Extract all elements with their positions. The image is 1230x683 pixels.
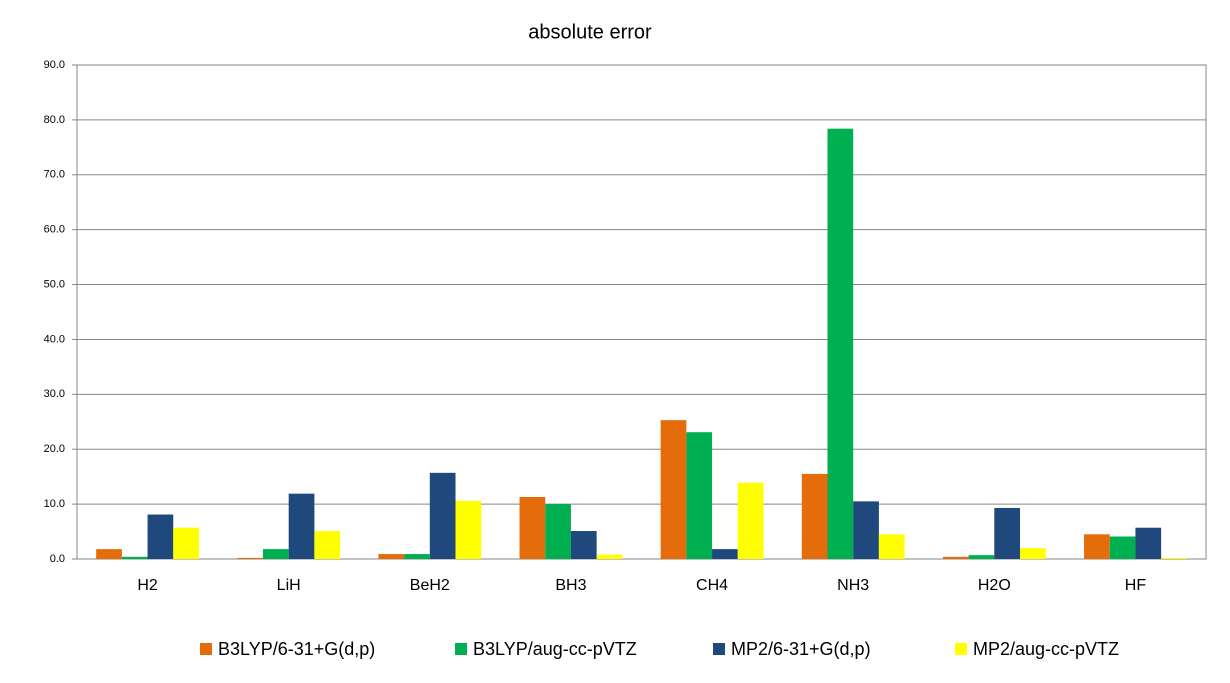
- bar: [121, 556, 148, 559]
- legend-swatch: [455, 643, 467, 655]
- bar: [737, 482, 764, 559]
- bar: [237, 557, 263, 559]
- y-tick-label: 50.0: [44, 278, 65, 290]
- bar: [173, 527, 199, 559]
- y-tick-label: 30.0: [44, 388, 65, 400]
- legend-label: B3LYP/aug-cc-pVTZ: [473, 639, 637, 659]
- y-tick-label: 0.0: [50, 553, 65, 565]
- bar: [378, 554, 405, 559]
- bar: [1109, 536, 1136, 559]
- legend-swatch: [200, 643, 212, 655]
- bar: [878, 534, 905, 559]
- x-tick-label: BH3: [555, 577, 586, 594]
- plot-area: [76, 64, 1207, 560]
- bar: [262, 549, 289, 559]
- y-tick-label: 90.0: [44, 59, 65, 71]
- bar: [1135, 527, 1162, 559]
- x-tick-label: H2: [137, 577, 158, 594]
- bar: [827, 128, 854, 559]
- legend-swatch: [955, 643, 967, 655]
- bar: [1161, 557, 1187, 559]
- bar: [545, 504, 571, 559]
- bar: [1084, 534, 1110, 559]
- bar: [660, 420, 687, 559]
- x-tick-label: LiH: [277, 577, 301, 594]
- chart-title: absolute error: [528, 21, 652, 43]
- bar: [404, 554, 430, 559]
- y-tick-label: 80.0: [44, 114, 65, 126]
- x-tick-label: NH3: [837, 577, 869, 594]
- legend-swatch: [713, 643, 725, 655]
- y-tick-label: 40.0: [44, 333, 65, 345]
- bar: [96, 549, 122, 559]
- x-tick-label: H2O: [978, 577, 1011, 594]
- bar: [429, 472, 456, 559]
- bar: [942, 556, 969, 559]
- bar: [801, 473, 828, 559]
- bar: [596, 554, 623, 559]
- bar: [994, 507, 1021, 559]
- bar: [570, 531, 597, 559]
- legend-label: B3LYP/6-31+G(d,p): [218, 639, 375, 659]
- bar: [519, 496, 546, 559]
- y-tick-label: 10.0: [44, 498, 65, 510]
- y-tick-label: 20.0: [44, 443, 65, 455]
- bar: [288, 493, 315, 559]
- bar: [712, 549, 738, 559]
- x-tick-label: HF: [1125, 577, 1147, 594]
- x-tick-label: BeH2: [410, 577, 450, 594]
- y-tick-label: 60.0: [44, 224, 65, 236]
- legend-label: MP2/aug-cc-pVTZ: [973, 639, 1119, 659]
- bar: [853, 501, 879, 559]
- bar: [455, 500, 482, 559]
- legend-label: MP2/6-31+G(d,p): [731, 639, 871, 659]
- x-tick-label: CH4: [696, 577, 728, 594]
- bar: [968, 555, 995, 559]
- y-tick-label: 70.0: [44, 169, 65, 181]
- bar: [1020, 548, 1046, 559]
- bar: [686, 432, 713, 559]
- bar: [147, 514, 174, 559]
- bar: [314, 531, 341, 559]
